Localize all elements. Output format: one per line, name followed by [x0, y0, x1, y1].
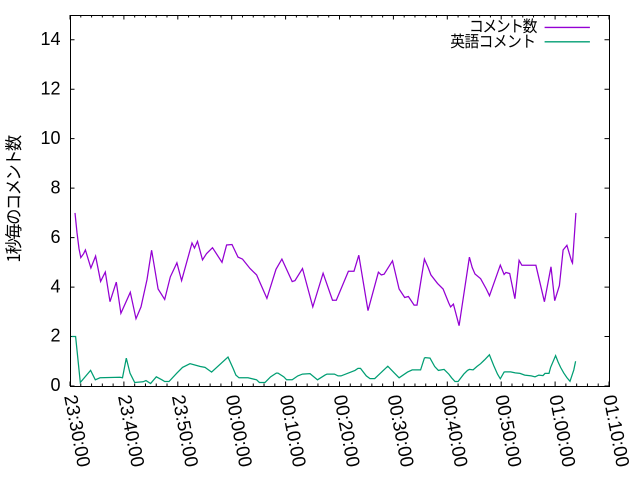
svg-text:10: 10	[40, 128, 60, 148]
svg-text:8: 8	[50, 177, 60, 197]
svg-text:6: 6	[50, 227, 60, 247]
svg-text:12: 12	[40, 78, 60, 98]
svg-text:14: 14	[40, 29, 60, 49]
svg-text:4: 4	[50, 276, 60, 296]
svg-text:0: 0	[50, 375, 60, 395]
svg-text:2: 2	[50, 326, 60, 346]
